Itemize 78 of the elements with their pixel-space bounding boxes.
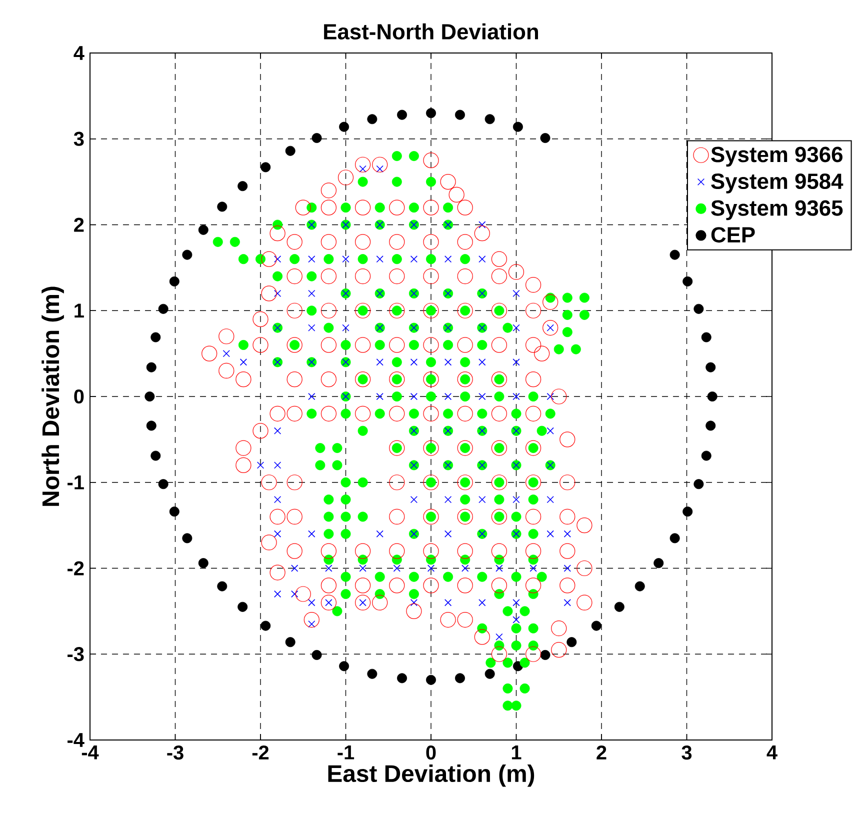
point xyxy=(614,602,624,612)
legend-label: CEP xyxy=(711,227,755,243)
point xyxy=(426,674,436,685)
y-tick-label: -3 xyxy=(68,647,84,662)
y-tick-label: 1 xyxy=(74,304,84,318)
point xyxy=(397,110,408,120)
point xyxy=(238,181,248,192)
point xyxy=(339,661,350,672)
point xyxy=(682,506,693,517)
point xyxy=(217,581,228,592)
point xyxy=(682,276,693,286)
x-tick-label: 4 xyxy=(766,746,778,760)
point xyxy=(670,250,680,260)
x-tick-label: 0 xyxy=(426,746,436,760)
point xyxy=(260,620,271,631)
point xyxy=(339,122,350,132)
y-tick-label: 3 xyxy=(74,132,84,146)
point xyxy=(312,650,322,660)
legend-label: System 9365 xyxy=(711,200,843,220)
point xyxy=(217,202,228,212)
point xyxy=(707,391,718,402)
point xyxy=(484,668,495,679)
point xyxy=(566,637,577,648)
point xyxy=(182,250,192,260)
point xyxy=(312,133,322,144)
point xyxy=(706,362,716,372)
x-tick-label: -1 xyxy=(338,746,354,760)
point xyxy=(512,122,523,132)
point xyxy=(150,332,161,342)
point xyxy=(670,533,680,544)
point xyxy=(634,581,645,592)
point xyxy=(158,304,168,314)
y-tick-label: 4 xyxy=(74,46,84,60)
point xyxy=(426,108,436,118)
point xyxy=(591,620,602,631)
x-tick-label: 3 xyxy=(682,746,692,760)
x-tick-label: 1 xyxy=(512,746,522,760)
point xyxy=(694,479,704,490)
legend-label: System 9584 xyxy=(711,174,844,194)
point xyxy=(654,558,664,568)
point xyxy=(238,602,248,612)
point xyxy=(706,420,716,431)
point xyxy=(540,133,550,144)
point xyxy=(454,110,465,120)
point xyxy=(158,479,168,490)
x-tick-label: -2 xyxy=(252,746,269,760)
point xyxy=(397,673,408,684)
x-tick-label: 2 xyxy=(596,746,606,760)
y-tick-label: 2 xyxy=(74,218,84,232)
y-tick-label: -4 xyxy=(68,733,84,747)
point xyxy=(146,420,156,431)
point xyxy=(367,114,378,124)
point xyxy=(182,533,192,544)
point xyxy=(454,673,465,684)
point xyxy=(146,362,156,372)
point xyxy=(540,650,550,660)
point xyxy=(169,506,180,517)
point xyxy=(285,637,296,648)
point xyxy=(260,162,271,172)
point xyxy=(701,332,712,342)
y-tick-label: -1 xyxy=(68,476,84,490)
point xyxy=(198,224,208,235)
point xyxy=(367,668,378,679)
y-tick-label: 0 xyxy=(74,389,84,404)
point xyxy=(285,146,296,156)
x-tick-label: -3 xyxy=(167,746,184,760)
point xyxy=(169,276,180,286)
x-axis-title: East Deviation (m) xyxy=(328,764,534,787)
legend-label: System 9366 xyxy=(711,146,842,167)
point xyxy=(150,450,161,461)
point xyxy=(694,304,704,314)
y-axis-title: North Deviation (m) xyxy=(42,286,64,506)
point xyxy=(144,391,155,402)
point xyxy=(198,558,208,568)
point xyxy=(484,114,495,124)
point xyxy=(701,450,712,461)
chart-title: East-North Deviation xyxy=(324,23,538,40)
y-tick-label: -2 xyxy=(68,561,84,576)
